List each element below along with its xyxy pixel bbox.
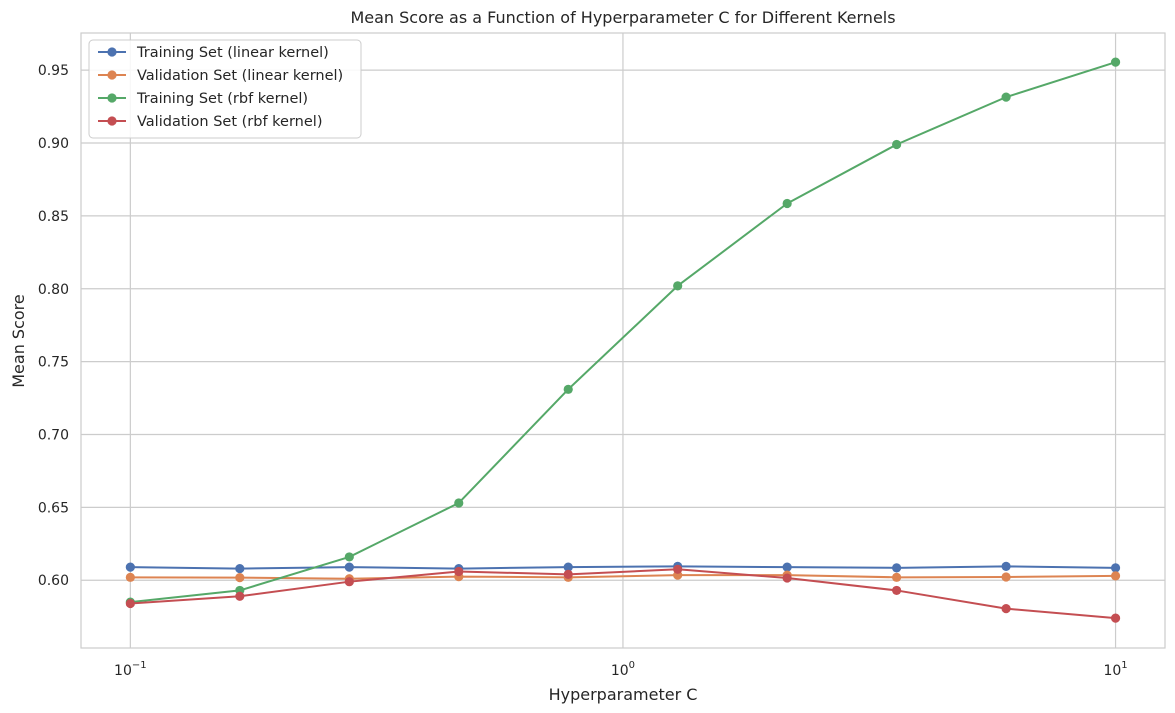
- y-tick-label: 0.60: [38, 573, 69, 589]
- chart-title: Mean Score as a Function of Hyperparamet…: [350, 8, 895, 27]
- legend-item: Training Set (rbf kernel): [98, 91, 308, 107]
- grid: [81, 33, 1165, 648]
- data-point: [673, 564, 683, 574]
- data-point: [1001, 561, 1011, 571]
- x-tick-label: 101: [1103, 660, 1127, 679]
- data-point: [1110, 563, 1121, 573]
- data-point: [892, 585, 902, 596]
- series-layer: [125, 57, 1121, 623]
- x-axis-title: Hyperparameter C: [549, 685, 698, 704]
- legend-swatch-marker: [107, 93, 117, 103]
- data-point: [454, 498, 464, 508]
- x-tick-exponent: 0: [629, 660, 635, 671]
- series-line: [130, 574, 1116, 580]
- legend-label: Validation Set (linear kernel): [137, 68, 343, 84]
- data-point: [563, 569, 573, 580]
- y-tick-label: 0.80: [38, 282, 69, 298]
- data-point: [1110, 57, 1121, 67]
- x-tick-base: 10: [114, 663, 132, 679]
- data-point: [235, 563, 245, 574]
- legend-item: Training Set (linear kernel): [98, 45, 329, 61]
- data-point: [782, 562, 792, 572]
- x-tick-label: 100: [611, 660, 635, 679]
- data-point: [125, 598, 135, 609]
- y-tick-label: 0.75: [38, 355, 69, 371]
- x-tick-exponent: −1: [132, 660, 147, 671]
- data-point: [235, 591, 245, 601]
- data-point: [1001, 92, 1011, 102]
- series-line: [130, 568, 1116, 620]
- series-1: [125, 561, 1121, 574]
- data-point: [563, 562, 573, 572]
- x-axis-ticks: 10−1 100 101: [114, 660, 1128, 679]
- y-tick-label: 0.95: [38, 63, 69, 79]
- y-axis-ticks: 0.60 0.65 0.70 0.75 0.80 0.85 0.90 0.95: [38, 63, 69, 589]
- data-point: [1001, 604, 1011, 614]
- data-point: [782, 198, 792, 209]
- legend-item: Validation Set (rbf kernel): [98, 114, 322, 130]
- data-point: [1001, 572, 1011, 582]
- data-point: [125, 572, 135, 582]
- legend-swatch-marker: [107, 70, 117, 80]
- series-line: [130, 61, 1116, 604]
- legend-label: Training Set (rbf kernel): [136, 91, 308, 107]
- legend: Training Set (linear kernel) Validation S…: [88, 39, 362, 139]
- data-point: [235, 573, 245, 583]
- series-4: [125, 564, 1121, 623]
- data-point: [454, 566, 464, 577]
- data-point: [125, 562, 135, 572]
- x-tick-base: 10: [1103, 663, 1121, 679]
- legend-item: Validation Set (linear kernel): [98, 68, 343, 84]
- plot-area-frame: [80, 32, 1166, 649]
- legend-swatch-marker: [107, 116, 117, 126]
- data-point: [1110, 613, 1121, 623]
- data-point: [344, 577, 354, 587]
- y-axis-title: Mean Score: [9, 294, 28, 388]
- series-line: [130, 565, 1116, 570]
- y-tick-label: 0.70: [38, 427, 69, 443]
- data-point: [892, 572, 902, 582]
- y-tick-label: 0.90: [38, 136, 69, 152]
- legend-label: Validation Set (rbf kernel): [137, 114, 322, 130]
- x-tick-label: 10−1: [114, 660, 147, 679]
- data-point: [673, 281, 683, 291]
- data-point: [563, 384, 573, 394]
- data-point: [892, 139, 902, 150]
- data-point: [344, 552, 354, 562]
- y-tick-label: 0.85: [38, 209, 69, 225]
- x-tick-exponent: 1: [1121, 660, 1127, 671]
- data-point: [344, 562, 354, 572]
- x-tick-base: 10: [611, 663, 629, 679]
- legend-label: Training Set (linear kernel): [136, 45, 329, 61]
- y-tick-label: 0.65: [38, 500, 69, 516]
- legend-box: [88, 39, 362, 139]
- data-point: [1110, 571, 1121, 581]
- data-point: [782, 573, 792, 583]
- data-point: [892, 563, 902, 573]
- legend-swatch-marker: [107, 47, 117, 57]
